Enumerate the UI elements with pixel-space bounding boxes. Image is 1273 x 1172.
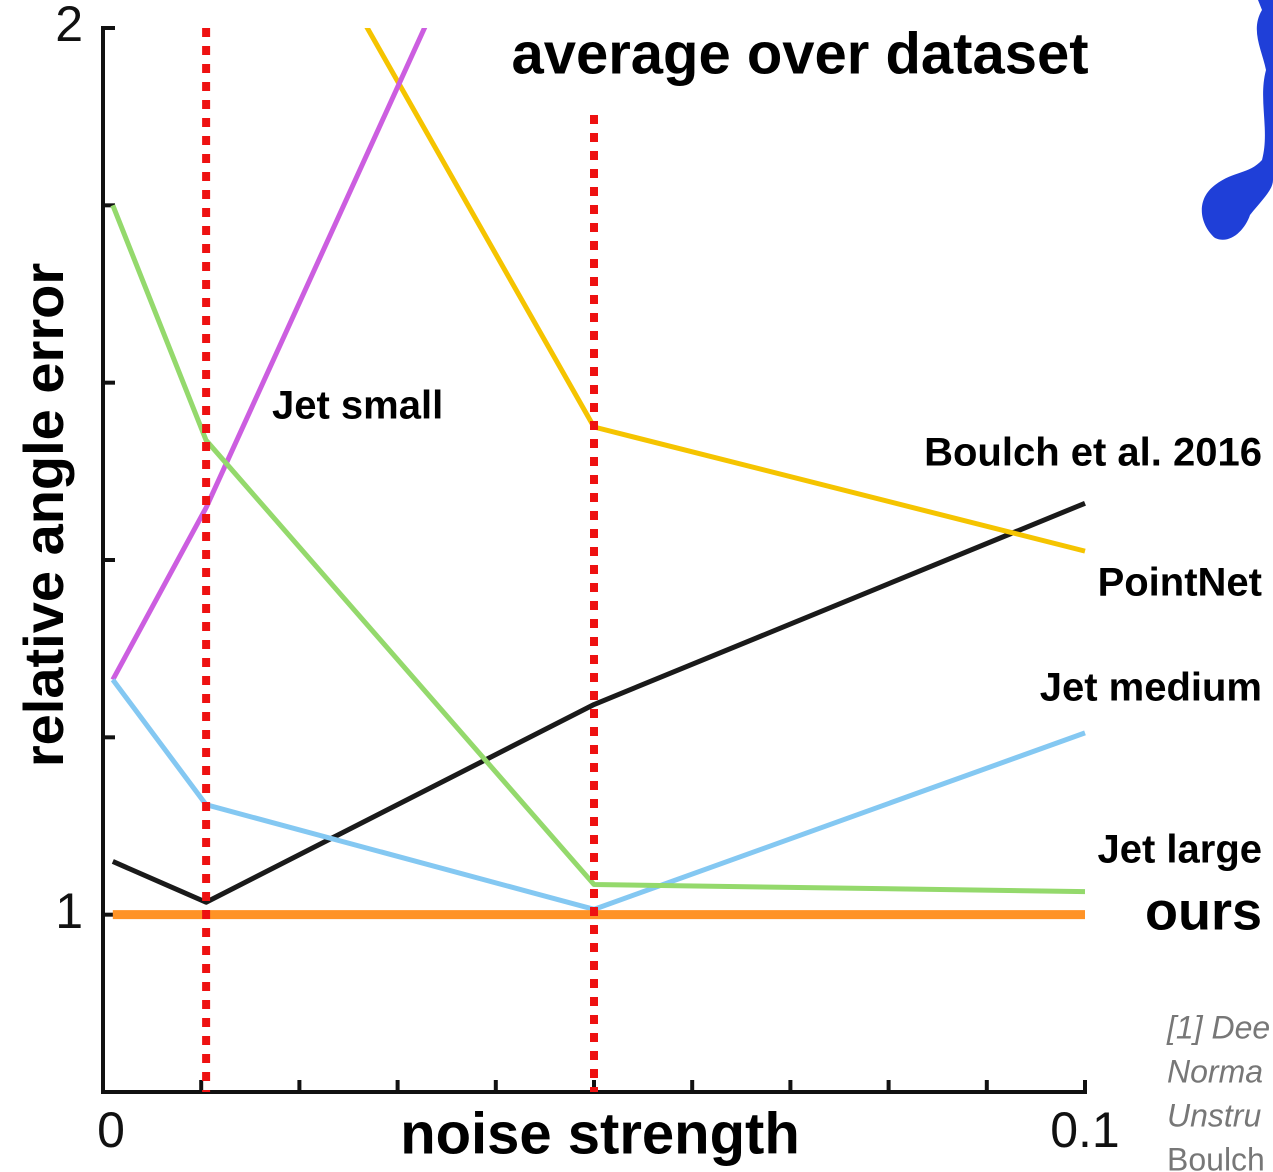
- page: average over dataset noise strength rela…: [0, 0, 1273, 1172]
- y-axis-label: relative angle error: [12, 263, 75, 767]
- x-tick-label: 0.1: [1050, 1102, 1120, 1158]
- blob-image: [1202, 0, 1273, 240]
- series-label: ours: [1145, 881, 1262, 941]
- y-tick-label: 1: [55, 883, 83, 939]
- x-tick-label: 0: [97, 1102, 125, 1158]
- y-tick-label: 2: [55, 0, 83, 52]
- line: [113, 0, 594, 680]
- footnote-line: [1] Dee: [1166, 1009, 1270, 1045]
- footnote-line: Norma: [1167, 1053, 1263, 1089]
- chart: average over dataset noise strength rela…: [0, 0, 1273, 1172]
- series-label: PointNet: [1098, 561, 1262, 605]
- line: [113, 205, 1085, 891]
- series-label: Jet large: [1097, 828, 1262, 872]
- x-axis-label: noise strength: [400, 1101, 800, 1166]
- chart-title: average over dataset: [511, 21, 1088, 86]
- series-label: Boulch et al. 2016: [924, 431, 1262, 475]
- footnote-line: Boulch: [1167, 1141, 1265, 1172]
- series-label: Jet medium: [1040, 666, 1262, 710]
- line: [113, 503, 1085, 902]
- footnote: [1] Dee Norma Unstru Boulch: [1166, 1009, 1270, 1172]
- footnote-line: Unstru: [1167, 1097, 1261, 1133]
- series-label: Jet small: [272, 384, 443, 428]
